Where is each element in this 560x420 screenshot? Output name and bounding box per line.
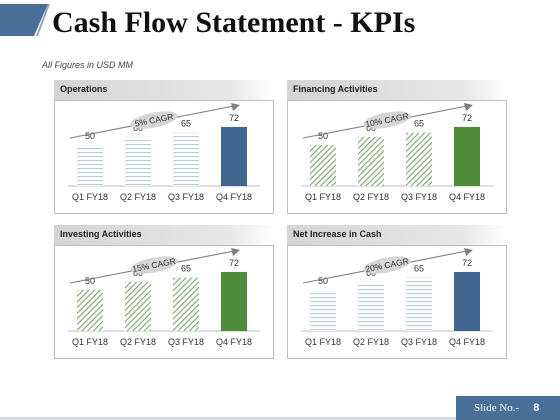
x-tick-label: Q4 FY18 xyxy=(449,192,485,202)
bar-q4-fy18 xyxy=(454,271,480,331)
panel-title: Financing Activities xyxy=(293,84,378,94)
data-label: 50 xyxy=(85,131,95,141)
x-tick-label: Q1 FY18 xyxy=(72,192,108,202)
slide-number-value: 8 xyxy=(533,402,540,414)
data-label: 72 xyxy=(229,113,239,123)
slide-number-label: Slide No.- xyxy=(474,402,520,414)
panel-title: Operations xyxy=(60,84,108,94)
panel-header: Investing Activities xyxy=(54,225,274,245)
x-tick-label: Q3 FY18 xyxy=(401,337,437,347)
cagr-annotation: 15% CAGR xyxy=(130,256,178,274)
bar-q1-fy18 xyxy=(310,145,336,186)
slide-number-badge: Slide No.- 8 xyxy=(456,396,560,420)
x-tick-label: Q1 FY18 xyxy=(305,337,341,347)
data-label: 65 xyxy=(414,264,424,274)
x-tick-label: Q3 FY18 xyxy=(168,337,204,347)
x-tick-label: Q3 FY18 xyxy=(401,192,437,202)
cagr-annotation: 20% CAGR xyxy=(363,256,411,274)
panel-header: Operations xyxy=(54,80,274,100)
data-label: 50 xyxy=(318,131,328,141)
bar-q4-fy18 xyxy=(221,271,247,331)
x-tick-label: Q2 FY18 xyxy=(353,192,389,202)
bar-q4-fy18 xyxy=(221,126,247,186)
cagr-annotation: 10% CAGR xyxy=(363,111,411,129)
bar-q3-fy18 xyxy=(173,132,199,186)
bar-q1-fy18 xyxy=(310,290,336,331)
x-tick-label: Q3 FY18 xyxy=(168,192,204,202)
data-label: 50 xyxy=(85,276,95,286)
panel-header: Net Increase in Cash xyxy=(287,225,507,245)
units-note: All Figures in USD MM xyxy=(42,60,134,70)
data-label: 65 xyxy=(181,264,191,274)
bar-q3-fy18 xyxy=(173,277,199,331)
cagr-annotation: 5% CAGR xyxy=(130,111,178,129)
data-label: 65 xyxy=(181,119,191,129)
bar-q2-fy18 xyxy=(358,281,384,331)
x-tick-label: Q4 FY18 xyxy=(216,337,252,347)
x-tick-label: Q2 FY18 xyxy=(353,337,389,347)
bar-q3-fy18 xyxy=(406,132,432,186)
data-label: 72 xyxy=(462,113,472,123)
x-tick-label: Q1 FY18 xyxy=(305,192,341,202)
data-label: 50 xyxy=(318,276,328,286)
panel-title: Net Increase in Cash xyxy=(293,229,382,239)
panel-header: Financing Activities xyxy=(287,80,507,100)
data-label: 72 xyxy=(229,258,239,268)
bar-q4-fy18 xyxy=(454,126,480,186)
corner-accent-shape xyxy=(0,4,50,36)
panel-title: Investing Activities xyxy=(60,229,142,239)
bar-q2-fy18 xyxy=(358,136,384,186)
bar-q2-fy18 xyxy=(125,136,151,186)
bar-q1-fy18 xyxy=(77,290,103,331)
x-tick-label: Q1 FY18 xyxy=(72,337,108,347)
bar-q2-fy18 xyxy=(125,281,151,331)
x-tick-label: Q4 FY18 xyxy=(216,192,252,202)
x-tick-label: Q2 FY18 xyxy=(120,337,156,347)
x-tick-label: Q4 FY18 xyxy=(449,337,485,347)
page-title: Cash Flow Statement - KPIs xyxy=(52,6,416,39)
footer-bar xyxy=(0,417,560,420)
data-label: 65 xyxy=(414,119,424,129)
data-label: 72 xyxy=(462,258,472,268)
bar-q3-fy18 xyxy=(406,277,432,331)
bar-q1-fy18 xyxy=(77,145,103,186)
x-tick-label: Q2 FY18 xyxy=(120,192,156,202)
